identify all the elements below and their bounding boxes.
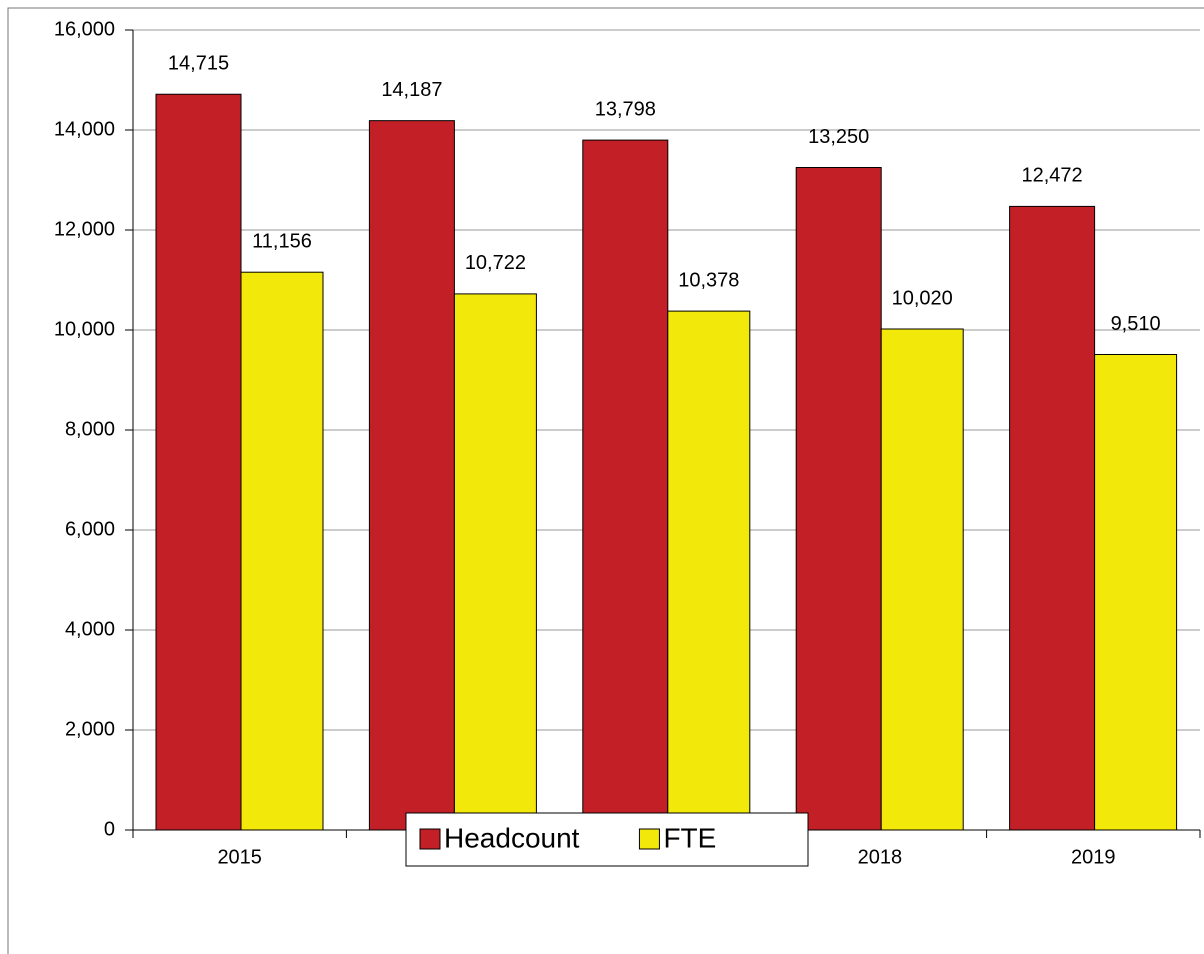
y-tick-label: 0 [104,818,115,840]
y-tick-label: 2,000 [65,718,115,740]
data-label: 9,510 [1111,313,1161,335]
data-label: 14,715 [168,53,229,75]
legend-label: FTE [663,822,716,853]
data-label: 13,798 [595,98,656,120]
y-tick-label: 16,000 [54,18,115,40]
y-tick-label: 10,000 [54,318,115,340]
bar [1009,205,1096,831]
data-label: 14,187 [381,79,442,101]
x-tick-label: 2018 [858,846,903,868]
legend-swatch [419,828,441,850]
y-tick-label: 14,000 [54,118,115,140]
data-label: 10,722 [465,252,526,274]
bar [667,310,751,831]
y-tick-label: 8,000 [65,418,115,440]
bar [795,167,882,831]
bar [240,271,324,831]
data-label: 11,156 [252,230,312,252]
legend-box [405,812,809,867]
x-tick-label: 2019 [1071,846,1116,868]
bar [1094,354,1178,831]
data-label: 13,250 [808,126,869,148]
y-tick-label: 4,000 [65,618,115,640]
y-tick-label: 6,000 [65,518,115,540]
legend-swatch [638,828,660,850]
bar [582,139,669,831]
bar [880,328,964,831]
data-label: 10,378 [678,269,739,291]
data-label: 12,472 [1022,165,1083,187]
legend-label: Headcount [444,822,580,853]
bar [453,293,537,831]
x-tick-label: 2015 [217,846,262,868]
y-tick-label: 12,000 [54,218,115,240]
bar [155,93,242,831]
chart-frame [7,7,1204,954]
bar [368,120,455,831]
data-label: 10,020 [892,287,953,309]
